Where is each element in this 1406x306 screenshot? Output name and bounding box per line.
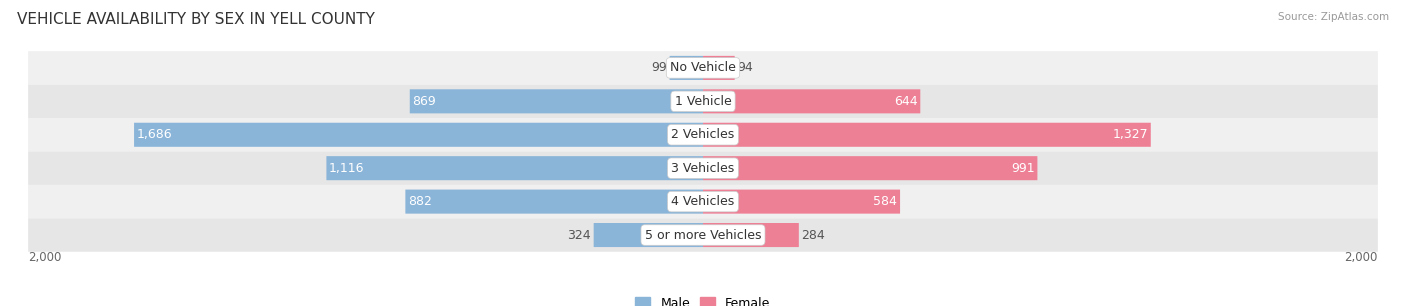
Text: 1 Vehicle: 1 Vehicle bbox=[675, 95, 731, 108]
Text: 1,327: 1,327 bbox=[1112, 128, 1149, 141]
Text: 1,686: 1,686 bbox=[136, 128, 173, 141]
Text: 3 Vehicles: 3 Vehicles bbox=[672, 162, 734, 175]
Text: 2,000: 2,000 bbox=[28, 251, 62, 264]
Text: 284: 284 bbox=[801, 229, 825, 241]
Text: VEHICLE AVAILABILITY BY SEX IN YELL COUNTY: VEHICLE AVAILABILITY BY SEX IN YELL COUN… bbox=[17, 12, 375, 27]
FancyBboxPatch shape bbox=[593, 223, 703, 247]
Text: 869: 869 bbox=[412, 95, 436, 108]
FancyBboxPatch shape bbox=[28, 151, 1378, 185]
FancyBboxPatch shape bbox=[405, 190, 703, 214]
FancyBboxPatch shape bbox=[703, 190, 900, 214]
Text: 4 Vehicles: 4 Vehicles bbox=[672, 195, 734, 208]
Text: Source: ZipAtlas.com: Source: ZipAtlas.com bbox=[1278, 12, 1389, 22]
FancyBboxPatch shape bbox=[703, 123, 1150, 147]
Text: 324: 324 bbox=[568, 229, 591, 241]
Text: 2,000: 2,000 bbox=[1344, 251, 1378, 264]
FancyBboxPatch shape bbox=[703, 56, 735, 80]
FancyBboxPatch shape bbox=[28, 218, 1378, 252]
Text: 644: 644 bbox=[894, 95, 918, 108]
FancyBboxPatch shape bbox=[28, 51, 1378, 85]
FancyBboxPatch shape bbox=[703, 156, 1038, 180]
Text: 1,116: 1,116 bbox=[329, 162, 364, 175]
Text: 94: 94 bbox=[737, 62, 754, 74]
Text: 991: 991 bbox=[1011, 162, 1035, 175]
Legend: Male, Female: Male, Female bbox=[630, 292, 776, 306]
FancyBboxPatch shape bbox=[326, 156, 703, 180]
FancyBboxPatch shape bbox=[409, 89, 703, 113]
FancyBboxPatch shape bbox=[703, 223, 799, 247]
FancyBboxPatch shape bbox=[28, 118, 1378, 151]
Text: 99: 99 bbox=[651, 62, 666, 74]
FancyBboxPatch shape bbox=[28, 185, 1378, 218]
Text: No Vehicle: No Vehicle bbox=[671, 62, 735, 74]
FancyBboxPatch shape bbox=[669, 56, 703, 80]
FancyBboxPatch shape bbox=[703, 89, 921, 113]
Text: 2 Vehicles: 2 Vehicles bbox=[672, 128, 734, 141]
Text: 5 or more Vehicles: 5 or more Vehicles bbox=[645, 229, 761, 241]
Text: 584: 584 bbox=[873, 195, 897, 208]
Text: 882: 882 bbox=[408, 195, 432, 208]
FancyBboxPatch shape bbox=[28, 85, 1378, 118]
FancyBboxPatch shape bbox=[134, 123, 703, 147]
